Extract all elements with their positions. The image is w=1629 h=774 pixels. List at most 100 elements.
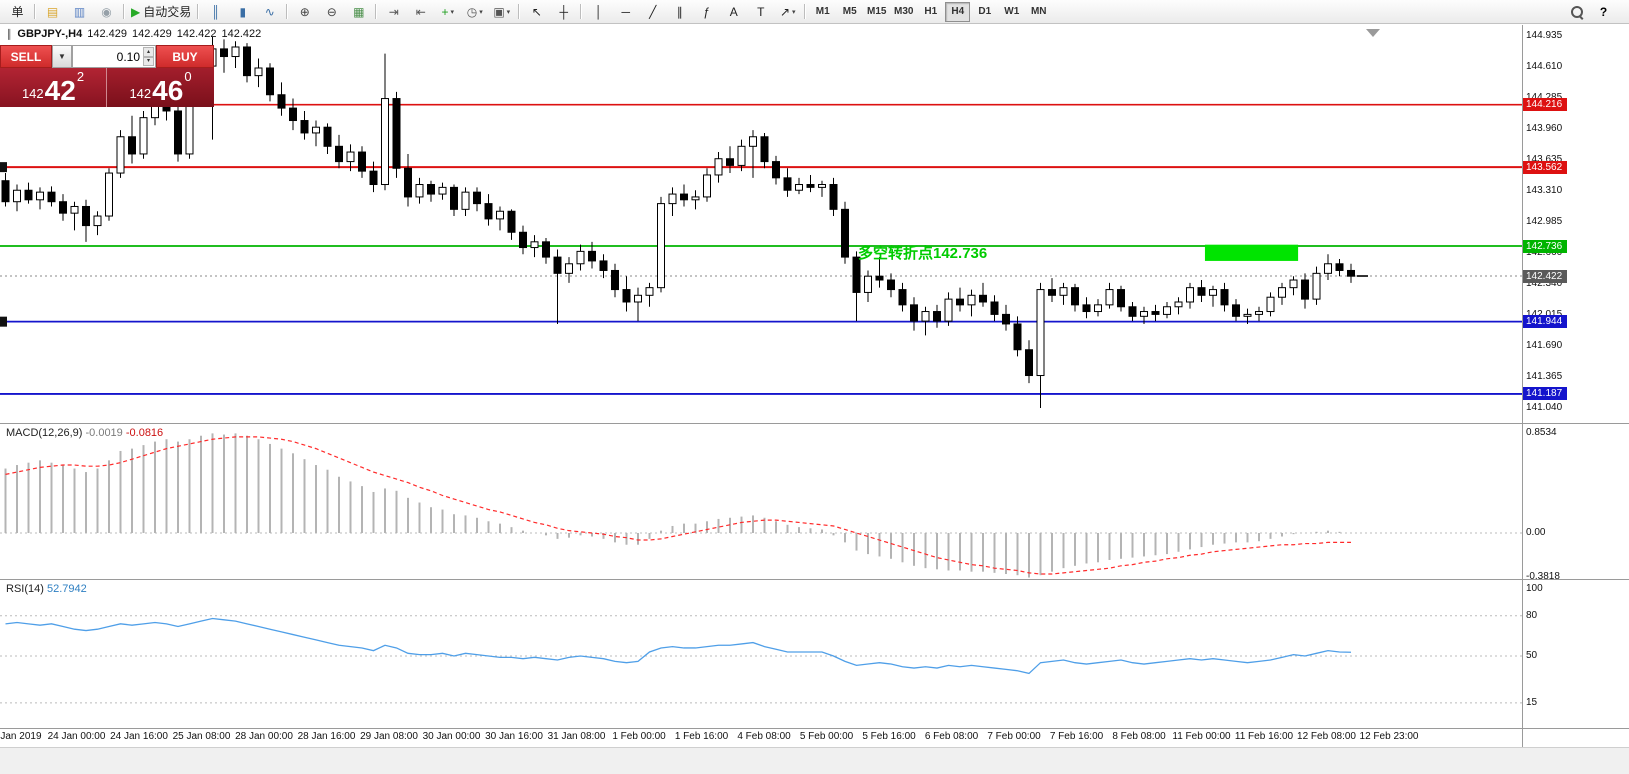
auto-scroll-icon[interactable]: ⇥ [380,1,407,23]
candle-body [415,184,424,198]
candle-body [404,167,412,198]
horizontal-line-icon[interactable]: ─ [612,1,639,23]
macd-axis-tick: 0.8534 [1526,426,1557,438]
time-tick: 1 Feb 00:00 [612,731,666,742]
candle-body [1013,323,1022,351]
buy-price[interactable]: 142 46 0 [107,68,214,107]
time-tick: 24 Jan 16:00 [110,731,168,742]
candle-body [59,201,67,214]
chart-shift-icon[interactable]: ⇤ [407,1,434,23]
price-tick: 144.285 [1526,92,1562,103]
template-icon[interactable]: ▣ ▾ [488,1,515,23]
help-button[interactable]: ? [1599,4,1608,19]
period-icon[interactable]: ◷ ▾ [461,1,488,23]
timeframe-m30-button[interactable]: M30 [894,6,914,17]
arrows-icon[interactable]: ↗ ▾ [774,1,801,23]
time-tick: 6 Feb 08:00 [924,731,979,742]
timeframe-h1-button[interactable]: H1 [924,6,938,17]
price-tick: 142.340 [1526,277,1563,289]
channel-icon[interactable]: ∥ [666,1,693,23]
volume-input[interactable] [73,46,155,67]
candle-body [128,136,136,155]
profiles-icon[interactable]: ▥ [66,1,93,23]
candle-body [335,145,343,163]
candle-body [70,205,79,214]
candle-body [1105,289,1114,306]
volume-box: ▴▾ [72,45,156,68]
new-order-icon[interactable]: ▤ [39,1,66,23]
candle-body [829,184,838,210]
volume-spinner[interactable]: ▴ ▾ [143,47,154,66]
timeframe-m1-button[interactable]: M1 [815,6,830,17]
zoom-out-icon[interactable]: ⊖ [318,1,345,23]
new-order-icon-glyph: ▤ [46,4,59,19]
volume-up-icon[interactable]: ▴ [143,47,154,57]
macd-label: MACD(12,26,9) -0.0019 -0.0816 [6,427,163,439]
candle-body [381,98,389,186]
bottom-strip [0,747,1629,774]
pivot-annotation[interactable]: 多空转折点142.736 [858,245,988,262]
candle-body [369,170,378,186]
candle-body [82,205,90,227]
text-icon[interactable]: A [720,1,747,23]
candlestick-chart-icon[interactable]: ▮ [229,1,256,23]
sell-price[interactable]: 142 42 2 [0,68,107,107]
price-tag-144.216: 144.216 [1523,98,1567,112]
time-tick: 1 Feb 16:00 [674,731,729,742]
price-tag-141.187: 141.187 [1523,387,1567,401]
crosshair-icon[interactable]: ┼ [550,1,577,23]
candle-body [565,263,573,274]
fibonacci-icon[interactable]: ƒ [693,1,720,23]
macd-axis-tick: -0.3818 [1526,571,1560,582]
vertical-line-icon[interactable]: │ [585,1,612,23]
candle-body [1,180,10,203]
volume-dropdown-button[interactable]: ▼ [52,45,72,68]
zoom-in-icon[interactable]: ⊕ [291,1,318,23]
chart-window-icon: ║ [6,29,13,39]
dropdown-caret-icon: ▾ [479,8,483,16]
metaquotes-icon[interactable]: ◉ [93,1,120,23]
candle-body [668,193,677,205]
candle-body [1140,311,1148,317]
candle-body [726,158,734,166]
candle-body [990,301,999,315]
time-tick: 7 Feb 16:00 [1049,731,1104,742]
candle-body [346,151,355,163]
price-tick: 141.040 [1526,402,1563,413]
cursor-icon[interactable]: ↖ [523,1,550,23]
price-tick: 144.610 [1526,61,1563,73]
auto-trading-button[interactable]: ▶ 自动交易 [128,1,194,23]
timeframe-m5-button[interactable]: M5 [842,6,857,17]
line-chart-icon[interactable]: ∿ [256,1,283,23]
add-indicator-icon[interactable]: + ▾ [434,1,461,23]
orders-menu-glyph: 单 [11,4,24,19]
candle-body [691,196,700,201]
candle-body [496,210,504,220]
volume-down-icon[interactable]: ▾ [143,56,154,66]
price-tick: 143.310 [1526,185,1563,197]
bar-chart-icon[interactable]: ║ [202,1,229,23]
timeframe-h4-button[interactable]: H4 [945,1,971,22]
vertical-line-icon-glyph: │ [595,4,603,19]
rsi-label: RSI(14) 52.7942 [6,583,87,595]
trendline-icon[interactable]: ╱ [639,1,666,23]
sell-button[interactable]: SELL [0,45,52,68]
price-tag-142.736: 142.736 [1523,239,1567,253]
candle-body [1002,313,1010,325]
tile-windows-icon[interactable]: ▦ [345,1,372,23]
label-icon[interactable]: T [747,1,774,23]
search-button[interactable] [1563,1,1590,23]
timeframe-w1-button[interactable]: W1 [1004,6,1020,17]
time-tick: 31 Jan 08:00 [547,731,606,742]
orders-menu[interactable]: 单 [4,1,31,23]
buy-button[interactable]: BUY [156,45,214,68]
candle-body [944,298,953,322]
time-tick: 24 Jan 00:00 [47,731,106,742]
symbol-period: GBPJPY-,H4 [17,28,83,40]
timeframe-m15-button[interactable]: M15 [867,6,887,17]
buy-price-frac: 0 [184,69,192,84]
timeframe-mn-button[interactable]: MN [1030,6,1047,17]
timeframe-d1-button[interactable]: D1 [978,6,992,17]
sell-price-main: 42 [44,75,76,106]
